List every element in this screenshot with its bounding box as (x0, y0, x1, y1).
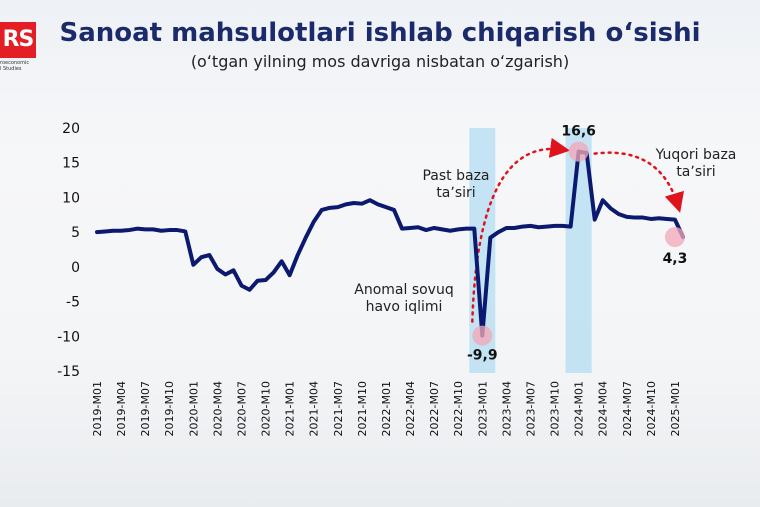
x-tick-label: 2025-M01 (669, 381, 682, 436)
x-tick-label: 2019-M04 (115, 381, 128, 436)
base-effect-arrow-high (593, 151, 684, 213)
y-tick-label: -10 (57, 329, 80, 345)
chart-title: Sanoat mahsulotlari ishlab chiqarish oʻs… (59, 18, 701, 48)
x-tick-label: 2023-M07 (524, 381, 537, 436)
annotation-cold-weather: Anomal sovuq havo iqlimi (354, 282, 453, 315)
x-tick-label: 2023-M04 (500, 381, 513, 436)
y-tick-label: 5 (71, 225, 80, 241)
highlight-marker-1 (472, 325, 493, 346)
x-tick-label: 2019-M01 (91, 381, 104, 436)
x-tick-label: 2021-M01 (284, 381, 297, 436)
base-effect-arrow-low (471, 137, 571, 323)
x-tick-label: 2019-M07 (139, 381, 152, 436)
x-tick-label: 2021-M10 (356, 381, 369, 436)
x-tick-label: 2024-M04 (597, 381, 610, 436)
logo: RS (0, 22, 36, 58)
chart-subtitle: (oʻtgan yilning mos davriga nisbatan oʻz… (190, 52, 570, 71)
x-tick-label: 2021-M07 (332, 381, 345, 436)
y-tick-label: 10 (62, 190, 80, 206)
data-label-1: -9,9 (467, 348, 498, 364)
x-tick-label: 2023-M10 (549, 381, 562, 436)
x-tick-label: 2024-M10 (645, 381, 658, 436)
logo-subtitle: roeconomic l Studies (0, 60, 30, 72)
data-label-3: 4,3 (663, 251, 688, 267)
y-tick-label: 15 (62, 156, 80, 172)
x-tick-label: 2022-M04 (404, 381, 417, 436)
highlight-marker-3 (664, 227, 685, 248)
x-tick-label: 2020-M01 (187, 381, 200, 436)
y-tick-label: 20 (62, 121, 80, 137)
x-tick-label: 2024-M01 (573, 381, 586, 436)
x-tick-label: 2020-M10 (260, 381, 273, 436)
data-label-2: 16,6 (561, 124, 596, 140)
highlight-marker-2 (568, 141, 589, 162)
x-tick-label: 2020-M04 (211, 381, 224, 436)
x-tick-label: 2024-M07 (621, 381, 634, 436)
x-tick-label: 2021-M04 (308, 381, 321, 436)
y-tick-label: 0 (71, 260, 80, 276)
annotation-low-base: Past baza taʼsiri (422, 168, 489, 201)
y-tick-label: -5 (66, 295, 80, 311)
x-tick-label: 2023-M01 (476, 381, 489, 436)
y-tick-label: -15 (57, 364, 80, 380)
x-tick-label: 2020-M07 (235, 381, 248, 436)
x-tick-label: 2022-M01 (380, 381, 393, 436)
x-tick-label: 2019-M10 (163, 381, 176, 436)
annotation-high-base: Yuqori baza taʼsiri (655, 147, 737, 180)
x-tick-label: 2022-M10 (452, 381, 465, 436)
x-tick-label: 2022-M07 (428, 381, 441, 436)
